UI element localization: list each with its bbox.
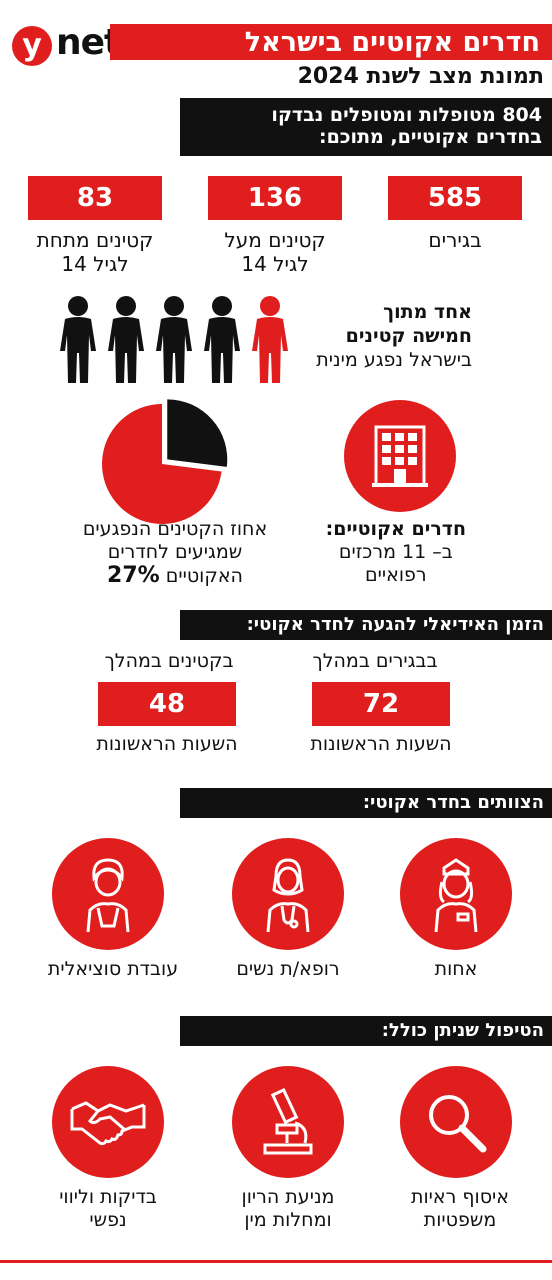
pie-line-2: שמגיעים לחדרים [107, 541, 243, 563]
rooms-line-1: חדרים אקוטיים: [325, 518, 466, 540]
treatment-support-line-2: נפשי [89, 1209, 127, 1231]
pie-line-3-row: האקוטיים 27% [50, 564, 300, 588]
treatment-support-label: בדיקות וליווי נפשי [28, 1186, 188, 1232]
treatment-prevention-label: מניעת הריון ומחלות מין [208, 1186, 368, 1232]
social-worker-icon [86, 858, 130, 933]
team-nurse-circle [400, 838, 512, 950]
page-subtitle: תמונת מצב לשנת 2024 [297, 64, 544, 89]
team-doctor-label: רופא/ת נשים [236, 958, 340, 980]
nurse-icon [434, 858, 478, 933]
time-adults-value: 72 [312, 682, 450, 726]
team-nurse-label: אחות [434, 958, 478, 980]
pie-rest-slice [102, 404, 222, 524]
stat-minors-under-14-label-2: לגיל 14 [61, 252, 129, 276]
magnifier-icon [429, 1095, 487, 1153]
page-title: חדרים אקוטיים בישראל [110, 24, 552, 60]
rooms-circle [344, 400, 456, 512]
treatment-evidence-circle [400, 1066, 512, 1178]
ynet-logo: y [12, 26, 52, 66]
pie-minors-slice [167, 399, 228, 467]
treatment-support-circle [52, 1066, 164, 1178]
treatment-evidence-line-2: משפטיות [423, 1209, 497, 1231]
stat-minors-under-14-label: קטינים מתחת לגיל 14 [20, 228, 170, 276]
handshake-icon [70, 1101, 146, 1146]
pie-chart [102, 399, 228, 524]
time-adults-top: בבגירים במהלך [312, 650, 438, 672]
one-of-five-line-1: אחד מתוך [383, 301, 472, 323]
stat-minors-over-14-label: קטינים מעל לגיל 14 [200, 228, 350, 276]
stat-minors-over-14-label-1: קטינים מעל [224, 228, 326, 252]
microscope-icon [263, 1087, 313, 1155]
rooms-line-3: רפואיים [365, 564, 427, 586]
treatment-heading: הטיפול שניתן כולל: [180, 1016, 552, 1046]
pie-text: אחוז הקטינים הנפגעים שמגיעים לחדרים האקו… [50, 518, 300, 588]
rooms-line-2: ב– 11 מרכזים [338, 541, 453, 563]
treatment-evidence-line-1: איסוף ראיות [411, 1186, 509, 1208]
team-social-circle [52, 838, 164, 950]
treatment-prevention-line-2: ומחלות מין [244, 1209, 332, 1231]
one-of-five-line-2: חמישה קטינים [345, 325, 472, 347]
time-heading: הזמן האידיאלי להגעה לחדר אקוטי: [180, 610, 552, 640]
rooms-text: חדרים אקוטיים: ב– 11 מרכזים רפואיים [326, 518, 466, 587]
treatment-support-line-1: בדיקות וליווי [59, 1186, 157, 1208]
person-highlight-icon [252, 296, 288, 383]
one-of-five-text: אחד מתוך חמישה קטינים בישראל נפגע מינית [316, 300, 472, 372]
time-minors-top: בקטינים במהלך [104, 650, 234, 672]
time-minors-bottom: השעות הראשונות [96, 733, 238, 755]
doctor-icon [266, 858, 310, 933]
stat-adults-label-1: בגירים [428, 228, 482, 252]
team-social-label: עובדת סוציאלית [47, 958, 179, 980]
people-figures [60, 296, 288, 383]
person-icon [156, 296, 192, 383]
time-adults-bottom: השעות הראשונות [310, 733, 452, 755]
person-icon [60, 296, 96, 383]
stat-minors-over-14-label-2: לגיל 14 [241, 252, 309, 276]
stat-minors-under-14-value: 83 [28, 176, 162, 220]
bottom-divider [0, 1260, 552, 1263]
stat-adults-value: 585 [388, 176, 522, 220]
person-icon [204, 296, 240, 383]
intro-line-1: 804 מטופלות ומטופלים נבדקו [271, 104, 542, 126]
stat-adults-label: בגירים [388, 228, 522, 252]
treatment-evidence-label: איסוף ראיות משפטיות [380, 1186, 540, 1232]
pie-line-3: האקוטיים [165, 565, 243, 587]
teams-heading: הצוותים בחדר אקוטי: [180, 788, 552, 818]
time-minors-value: 48 [98, 682, 236, 726]
stat-minors-under-14-label-1: קטינים מתחת [36, 228, 154, 252]
intro-bar: 804 מטופלות ומטופלים נבדקו בחדרים אקוטיי… [180, 98, 552, 156]
person-icon [108, 296, 144, 383]
stat-minors-over-14-value: 136 [208, 176, 342, 220]
treatment-prevention-circle [232, 1066, 344, 1178]
intro-line-2: בחדרים אקוטיים, מתוכם: [318, 126, 542, 148]
team-doctor-circle [232, 838, 344, 950]
one-of-five-line-3: בישראל נפגע מינית [316, 349, 472, 371]
pie-percent-label: 27% [107, 563, 160, 588]
logo-y: y [22, 28, 42, 63]
building-icon [372, 425, 428, 487]
pie-line-1: אחוז הקטינים הנפגעים [82, 518, 268, 540]
treatment-prevention-line-1: מניעת הריון [241, 1186, 335, 1208]
